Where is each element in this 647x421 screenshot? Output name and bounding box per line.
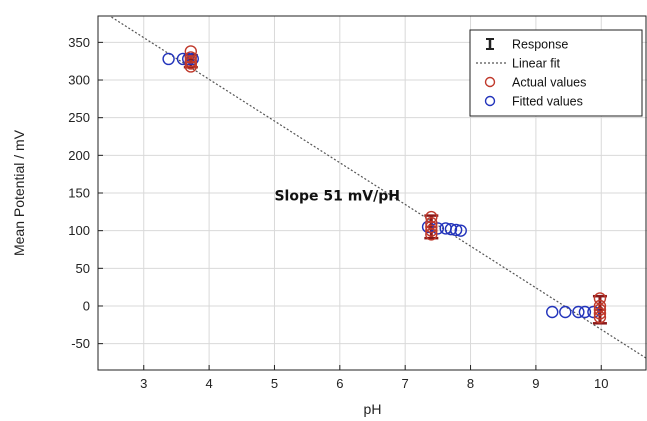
fitted-value-point — [454, 224, 467, 237]
actual-value-point — [425, 224, 438, 237]
legend-fitted-symbol — [484, 95, 496, 107]
fitted-value-point — [578, 305, 592, 319]
y-tick-label: 200 — [68, 148, 90, 163]
fitted-value-point — [546, 305, 559, 319]
y-tick-label: 150 — [68, 186, 90, 201]
y-tick-label: -50 — [71, 336, 90, 351]
legend-entry-label: Response — [512, 38, 568, 52]
legend-actual-symbol — [484, 76, 496, 88]
actual-value-point — [425, 228, 438, 241]
x-tick-label: 3 — [140, 376, 147, 391]
fitted-value-point — [572, 305, 585, 319]
y-tick-label: 0 — [83, 298, 90, 313]
actual-value-point — [184, 60, 198, 73]
y-tick-label: 350 — [68, 35, 90, 50]
x-tick-label: 7 — [402, 376, 409, 391]
actual-value-point — [184, 45, 198, 58]
y-tick-label: 50 — [76, 261, 90, 276]
legend-entry-label: Fitted values — [512, 95, 583, 109]
x-tick-label: 9 — [532, 376, 539, 391]
fitted-value-point — [449, 223, 463, 237]
x-tick-label: 6 — [336, 376, 343, 391]
x-tick-label: 4 — [205, 376, 212, 391]
x-tick-label: 8 — [467, 376, 474, 391]
actual-value-point — [425, 210, 438, 224]
y-tick-label: 100 — [68, 223, 90, 238]
x-tick-label: 10 — [594, 376, 608, 391]
legend: Response Linear fit Actual values Fitted va… — [469, 29, 643, 117]
fitted-value-point — [559, 305, 572, 319]
legend-box — [469, 29, 643, 117]
actual-value-point — [593, 307, 607, 320]
actual-value-point — [593, 303, 607, 316]
fitted-value-point — [162, 52, 175, 66]
actual-value-point — [184, 57, 198, 70]
actual-value-point — [425, 220, 438, 234]
legend-entry-label: Linear fit — [512, 57, 560, 71]
y-axis-label: Mean Potential / mV — [11, 129, 27, 256]
y-tick-label: 250 — [68, 110, 90, 125]
legend-entry-label: Actual values — [512, 76, 586, 90]
x-tick-label: 5 — [271, 376, 278, 391]
actual-value-point — [593, 311, 607, 324]
actual-value-point — [184, 51, 198, 64]
data-marks — [162, 45, 607, 325]
x-axis-label: pH — [364, 401, 382, 417]
slope-annotation: Slope 51 mV/pH — [274, 189, 400, 205]
fitted-value-point — [444, 222, 458, 236]
y-tick-label: 300 — [68, 73, 90, 88]
axis-ticks: 3 4 5 6 7 8 9 10 -50 0 50 100 150 200 250 300 350 — [68, 35, 608, 391]
